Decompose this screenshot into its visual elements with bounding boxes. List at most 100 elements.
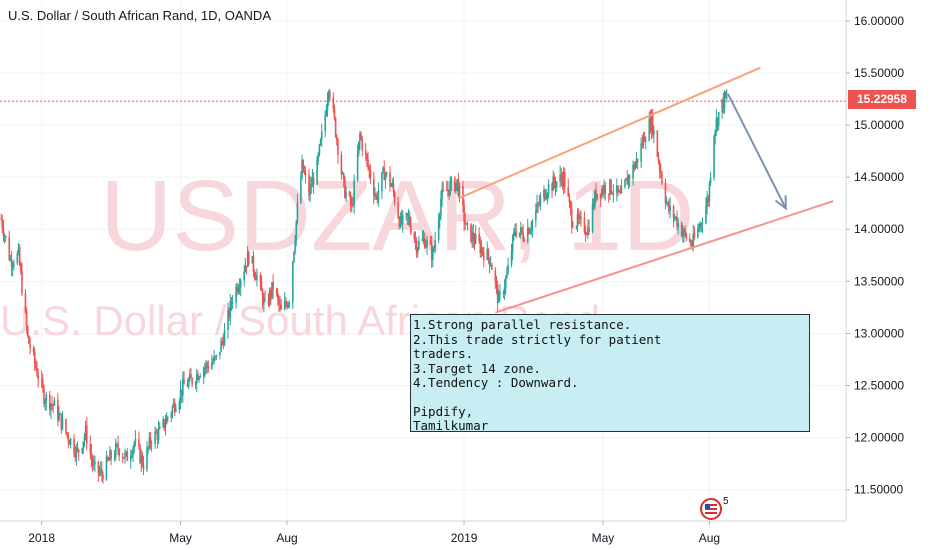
candle-body [585, 234, 588, 236]
candle-body [253, 271, 256, 277]
candle-body [579, 216, 581, 220]
candle-body [156, 432, 159, 440]
candle-body [187, 380, 190, 387]
candle-body [491, 264, 493, 270]
candle-body [450, 178, 453, 183]
candle-body [45, 394, 48, 402]
candle-body [178, 401, 181, 410]
support-trendline [495, 200, 834, 314]
candle-body [425, 245, 427, 248]
candle-body [567, 187, 570, 197]
candle-body [286, 304, 288, 308]
candle-body [162, 419, 164, 427]
price-axis[interactable]: 16.00000 15.50000 15.00000 14.50000 14.00000… [846, 14, 904, 497]
candle-body [141, 454, 144, 465]
candle-body [698, 228, 700, 230]
candle-body [373, 179, 375, 196]
candle-body [632, 164, 634, 179]
current-price-label: 15.22958 [848, 90, 916, 109]
candle-body [309, 184, 311, 196]
candle-body [16, 253, 19, 264]
time-tick-label: 2018 [28, 531, 55, 545]
candle-body [570, 208, 573, 227]
candle-body [577, 214, 580, 220]
candle-body [644, 140, 647, 142]
candle-body [624, 180, 626, 188]
candle-body [25, 311, 28, 327]
candle-body [231, 302, 234, 304]
candle-body [398, 217, 401, 227]
candle-body [191, 378, 193, 385]
candle-body [400, 216, 403, 224]
candle-body [301, 159, 303, 178]
candle-body [489, 264, 492, 266]
note-line: 4.Tendency : Downward. [413, 375, 579, 390]
candle-body [611, 192, 614, 194]
candle-body [495, 281, 498, 286]
candle-body [164, 423, 167, 428]
candle-body [513, 231, 515, 236]
candle-body [699, 223, 701, 229]
time-axis[interactable]: 2018 May Aug 2019 May Aug [28, 521, 720, 545]
candle-body [494, 269, 497, 282]
candle-body [10, 259, 13, 268]
candle-body [721, 99, 723, 113]
annotation-note[interactable]: 1.Strong parallel resistance. 2.This tra… [410, 314, 810, 433]
candle-body [603, 185, 605, 193]
candle-body [349, 195, 352, 206]
candle-body [17, 247, 20, 254]
candle-body [522, 232, 524, 240]
candle-body [237, 288, 240, 292]
candle-body [669, 206, 671, 211]
candle-body [94, 461, 96, 465]
candle-body [514, 231, 516, 233]
candle-body [65, 419, 67, 433]
candle-body [158, 426, 161, 429]
candle-body [28, 336, 30, 344]
candle-body [390, 185, 392, 187]
candle-body [75, 447, 78, 458]
candle-body [384, 174, 387, 181]
candle-body [472, 232, 475, 241]
candle-body [101, 469, 103, 476]
candle-body [498, 294, 500, 303]
candle-body [440, 198, 442, 215]
candle-body [456, 179, 458, 183]
candle-body [89, 443, 92, 454]
candle-body [478, 234, 480, 242]
events-flag-icon[interactable]: 5 [699, 496, 733, 520]
candle-body [85, 425, 88, 444]
candle-body [634, 163, 637, 170]
price-tick-label: 12.50000 [854, 379, 904, 393]
candle-body [676, 216, 678, 227]
drawing-tools[interactable] [459, 66, 834, 314]
candle-body [503, 287, 506, 294]
candle-body [84, 425, 87, 437]
candle-body [680, 222, 683, 236]
candle-body [133, 442, 136, 448]
candle-body [653, 130, 655, 135]
candle-body [592, 203, 595, 208]
candle-body [367, 159, 369, 167]
candle-body [706, 198, 708, 207]
candle-body [519, 227, 522, 233]
price-tick-label: 14.00000 [854, 222, 904, 236]
candle-body [325, 110, 328, 116]
candle-body [60, 413, 63, 429]
candle-body [67, 434, 70, 442]
candle-body [300, 177, 302, 203]
candle-body [167, 417, 169, 419]
candle-body [114, 444, 117, 457]
candle-body [318, 144, 321, 155]
candle-body [182, 379, 184, 396]
candle-body [50, 403, 52, 410]
candle-body [244, 265, 247, 272]
candle-body [580, 216, 582, 218]
candle-body [40, 379, 43, 381]
candle-body [569, 201, 572, 209]
candle-body [488, 258, 491, 266]
candle-body [407, 215, 410, 217]
candle-body [375, 195, 377, 197]
candle-body [466, 223, 469, 225]
